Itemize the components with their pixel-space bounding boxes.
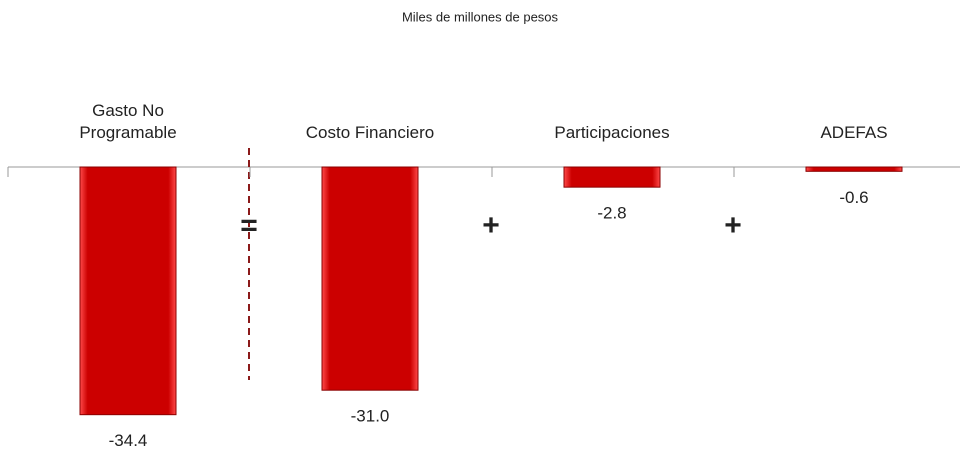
value-label: -2.8	[597, 204, 626, 223]
chart-title: Miles de millones de pesos	[402, 9, 559, 24]
operator-annotation: +	[724, 209, 742, 242]
value-label: -31.0	[351, 407, 390, 426]
category-label: ADEFAS	[820, 123, 888, 142]
operator-annotation: +	[482, 209, 500, 242]
bar	[79, 166, 177, 416]
bar	[563, 166, 661, 188]
operator-annotation: =	[240, 209, 258, 242]
category-label: Gasto No Programable	[79, 101, 177, 142]
value-label: -34.4	[109, 431, 148, 450]
bar	[805, 166, 903, 172]
bar	[321, 166, 419, 391]
value-label: -0.6	[839, 188, 868, 207]
category-label: Costo Financiero	[305, 123, 435, 142]
category-label: Participaciones	[554, 123, 670, 142]
